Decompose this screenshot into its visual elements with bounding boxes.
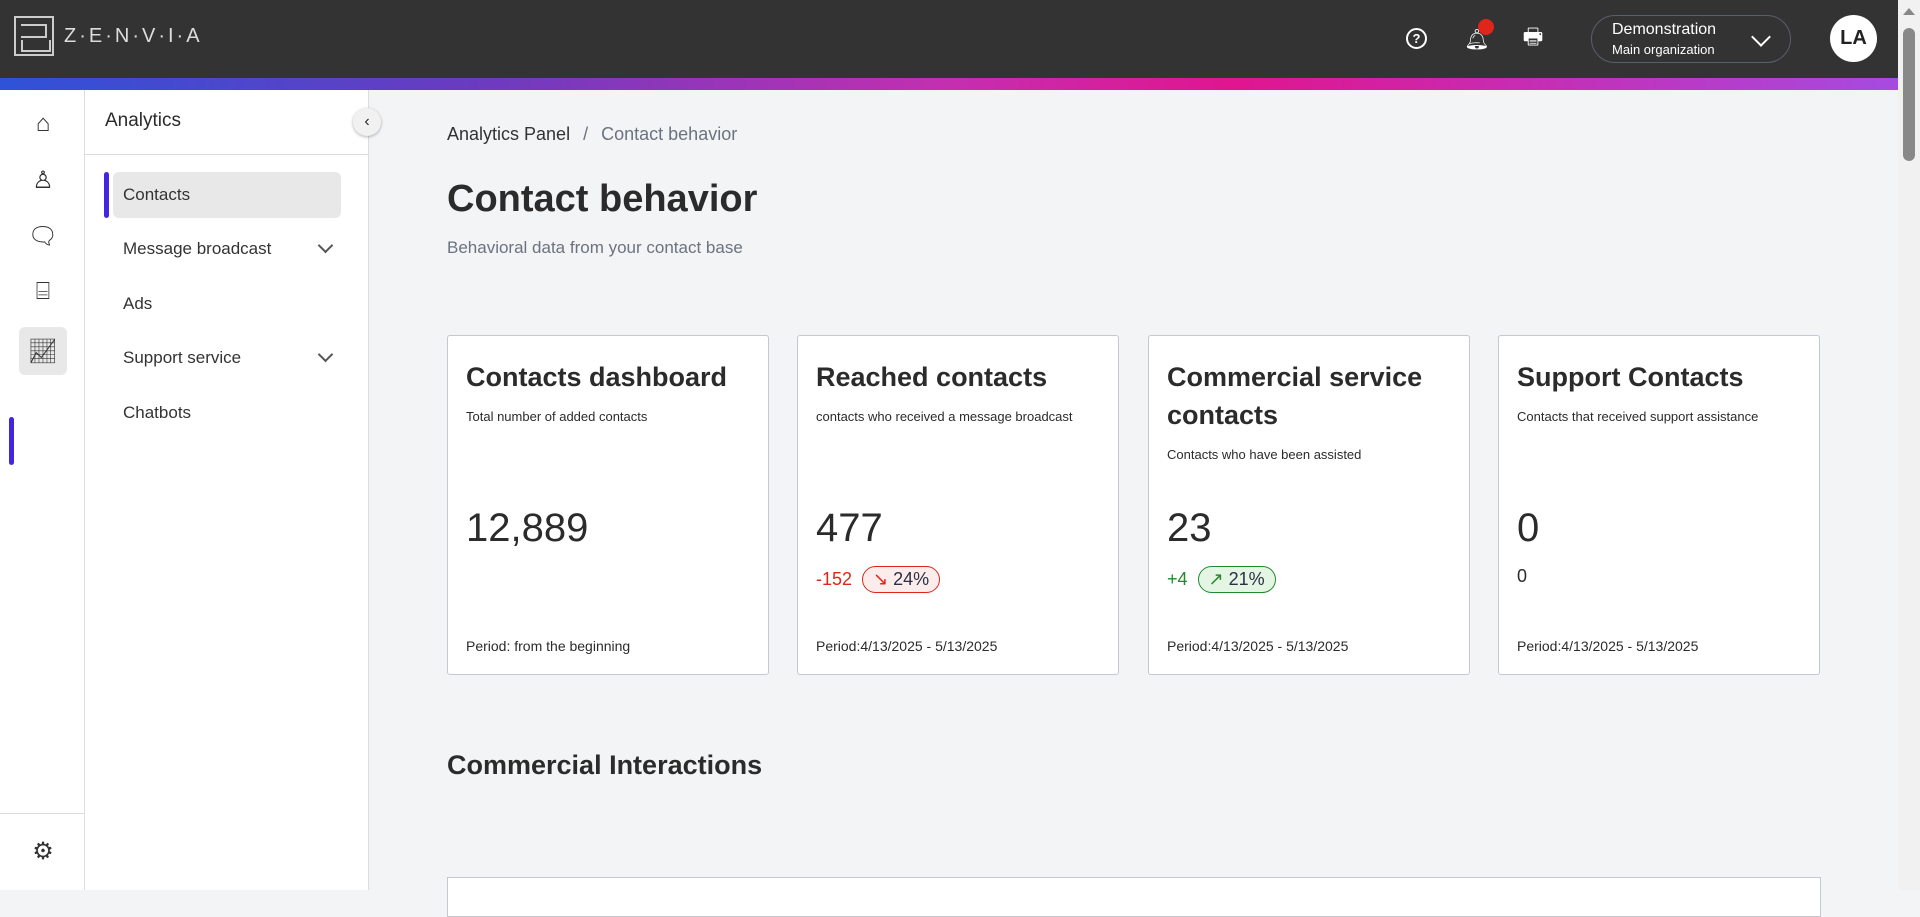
chevron-down-icon (317, 237, 334, 254)
breadcrumb-current: Contact behavior (601, 124, 738, 144)
collapse-sidebar-button[interactable]: ‹ (353, 108, 381, 136)
home-icon[interactable]: ⌂ (35, 110, 51, 137)
card-value: 477 (816, 506, 883, 550)
card-period: Period:4/13/2025 - 5/13/2025 (1517, 638, 1699, 654)
scrollbar[interactable] (1898, 0, 1920, 890)
analytics-icon[interactable]: 📈︎ (19, 327, 67, 375)
help-icon[interactable]: ? (1406, 28, 1427, 49)
trend-percent: 21% (1228, 569, 1265, 589)
trend-badge: ↗ 21% (1197, 566, 1276, 593)
arrow-down-right-icon: ↘ (873, 569, 889, 589)
card-description: Total number of added contacts (466, 409, 648, 424)
chevron-left-icon: ‹ (364, 113, 370, 130)
logo-mark-icon (14, 16, 54, 56)
gear-icon[interactable]: ⚙ (32, 837, 54, 865)
card-period: Period:4/13/2025 - 5/13/2025 (816, 638, 998, 654)
sidebar-item-ads[interactable]: Ads (113, 281, 341, 327)
card-reached-contacts: Reached contacts contacts who received a… (797, 335, 1119, 675)
organization-selector[interactable]: Demonstration Main organization (1591, 15, 1791, 63)
zenvia-logo[interactable]: Z·E·N·V·I·A (14, 16, 203, 56)
card-delta: 0 (1517, 566, 1528, 586)
card-value: 23 (1167, 506, 1212, 550)
contacts-icon[interactable]: ♙ (32, 166, 54, 194)
sidebar-item-chatbots[interactable]: Chatbots (113, 390, 341, 436)
sidebar-title: Analytics (85, 90, 368, 155)
sidebar-item-label: Contacts (123, 185, 191, 204)
ticket-icon[interactable]: ⌸ (35, 278, 51, 305)
page-title: Contact behavior (447, 178, 758, 220)
breadcrumb-root[interactable]: Analytics Panel (447, 124, 571, 144)
sidebar: Analytics ‹ Contacts Message broadcast A… (85, 90, 381, 890)
chat-icon[interactable]: 🗨︎ (27, 222, 59, 250)
top-bar: Z·E·N·V·I·A ? 🔔︎ 🖶 Demonstration Main or… (0, 0, 1898, 78)
org-name: Demonstration (1612, 21, 1717, 38)
gradient-bar (0, 78, 1898, 90)
card-support-contacts: Support Contacts Contacts that received … (1498, 335, 1820, 675)
card-title: Contacts dashboard (466, 362, 728, 392)
sidebar-item-label: Ads (123, 294, 153, 313)
trend-percent: 24% (893, 569, 930, 589)
notification-badge (1478, 19, 1494, 35)
card-title: Commercial service contacts (1167, 362, 1423, 430)
card-delta: +4 (1167, 569, 1188, 589)
breadcrumb: Analytics Panel / Contact behavior (447, 124, 737, 145)
printer-icon[interactable]: 🖶 (1522, 24, 1544, 49)
card-commercial-service-contacts: Commercial service contacts Contacts who… (1148, 335, 1470, 675)
section-title: Commercial Interactions (447, 750, 763, 780)
card-description: Contacts that received support assistanc… (1517, 409, 1759, 424)
card-title: Reached contacts (816, 362, 1048, 392)
card-period: Period:4/13/2025 - 5/13/2025 (1167, 638, 1349, 654)
sidebar-item-contacts[interactable]: Contacts (113, 172, 341, 218)
icon-rail: ⌂ ♙ 🗨︎ ⌸ 📈︎ ⚙ (0, 90, 85, 890)
card-delta: -152 (816, 569, 853, 589)
card-description: Contacts who have been assisted (1167, 447, 1362, 462)
commercial-interactions-panel (447, 877, 1821, 917)
avatar[interactable]: LA (1830, 15, 1877, 62)
card-value: 0 (1517, 506, 1540, 550)
breadcrumb-separator: / (583, 124, 589, 144)
card-value: 12,889 (466, 506, 589, 550)
sidebar-item-message-broadcast[interactable]: Message broadcast (113, 226, 341, 272)
trend-badge: ↘ 24% (862, 566, 941, 593)
divider (0, 813, 85, 814)
card-title: Support Contacts (1517, 362, 1744, 392)
page-subtitle: Behavioral data from your contact base (447, 238, 743, 257)
card-contacts-dashboard: Contacts dashboard Total number of added… (447, 335, 769, 675)
active-indicator (9, 417, 14, 465)
chevron-down-icon (317, 346, 334, 363)
active-indicator (104, 172, 109, 218)
card-period: Period: from the beginning (466, 638, 631, 654)
scroll-thumb[interactable] (1903, 28, 1915, 161)
card-description: contacts who received a message broadcas… (816, 409, 1073, 424)
sidebar-item-label: Chatbots (123, 403, 192, 422)
sidebar-item-label: Message broadcast (123, 239, 272, 258)
org-sub: Main organization (1612, 42, 1715, 57)
sidebar-item-support-service[interactable]: Support service (113, 335, 341, 381)
sidebar-item-label: Support service (123, 348, 242, 367)
arrow-up-right-icon: ↗ (1208, 569, 1224, 589)
scroll-up-icon[interactable] (1903, 8, 1915, 15)
